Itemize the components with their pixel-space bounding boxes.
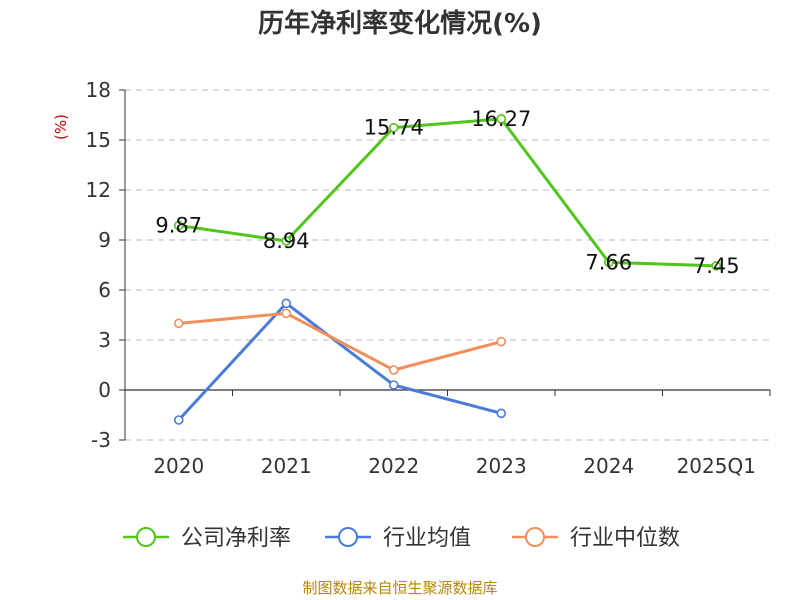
- data-labels: 9.87 8.94 15.74 16.27 7.66 7.45: [155, 107, 739, 278]
- y-tick-label: 0: [98, 378, 111, 402]
- data-label: 7.66: [585, 250, 632, 274]
- data-point: [281, 298, 292, 309]
- source-note: 制图数据来自恒生聚源数据库: [302, 579, 497, 597]
- legend-marker: [525, 527, 545, 547]
- data-label: 15.74: [364, 116, 424, 140]
- data-point: [388, 122, 399, 133]
- series-line: [178, 311, 502, 372]
- data-label: 9.87: [155, 214, 202, 238]
- data-label: 8.94: [263, 229, 310, 253]
- data-point: [496, 408, 507, 419]
- series-line: [177, 301, 502, 422]
- y-tick-label: -3: [91, 428, 111, 452]
- data-point: [496, 336, 507, 347]
- chart-title: 历年净利率变化情况(%): [258, 8, 542, 39]
- data-point: [173, 415, 184, 425]
- legend-marker: [338, 527, 358, 547]
- y-tick-label: 3: [98, 328, 111, 352]
- series-group: [173, 114, 722, 425]
- data-point: [388, 365, 399, 375]
- data-point: [173, 220, 184, 231]
- y-tick-label: 6: [98, 278, 111, 302]
- series-line: [178, 117, 717, 268]
- x-tick-label: 2021: [261, 454, 312, 478]
- data-point: [281, 236, 292, 246]
- data-point: [496, 114, 507, 124]
- x-tick-label: 2022: [368, 454, 419, 478]
- axes: [119, 89, 771, 441]
- legend-marker: [136, 527, 156, 547]
- data-point: [281, 308, 292, 319]
- x-tick-label: 2024: [583, 454, 634, 478]
- data-point: [173, 318, 184, 329]
- data-label: 16.27: [471, 107, 531, 131]
- y-tick-label: 9: [98, 228, 111, 252]
- y-tick-label: 18: [86, 78, 111, 102]
- x-tick-label: 2025Q1: [677, 454, 756, 478]
- grid-lines: [125, 89, 770, 441]
- y-tick-labels: 18 15 12 9 6 3 0 -3: [86, 78, 111, 452]
- x-tick-labels: 2020 2021 2022 2023 2024 2025Q1: [153, 454, 756, 478]
- x-tick-label: 2020: [153, 454, 204, 478]
- data-label: 7.45: [693, 254, 740, 278]
- legend: 公司净利率 行业均值 行业中位数: [123, 526, 680, 551]
- y-tick-label: 15: [86, 128, 111, 152]
- y-axis-label: (%): [52, 114, 70, 140]
- data-point: [603, 257, 614, 268]
- legend-label: 行业均值: [383, 526, 471, 551]
- x-tick-label: 2023: [476, 454, 527, 478]
- y-tick-label: 12: [86, 178, 111, 202]
- data-point: [711, 261, 722, 271]
- legend-label: 公司净利率: [181, 526, 291, 551]
- data-point: [388, 380, 399, 390]
- legend-label: 行业中位数: [570, 526, 680, 551]
